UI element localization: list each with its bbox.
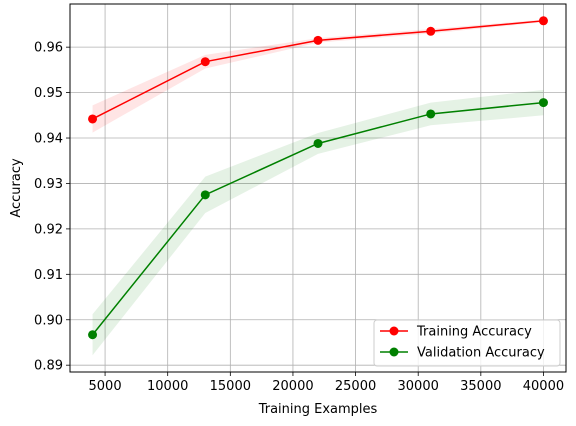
y-tick-label: 0.90 xyxy=(34,313,63,328)
band-layer xyxy=(92,19,544,356)
legend-marker-0 xyxy=(389,326,399,336)
legend-items: Training Accuracy Validation Accuracy xyxy=(380,325,545,361)
tick-layer: 5000 10000 15000 20000 25000 30000 35000 40000 0… xyxy=(34,41,564,394)
legend-marker-1 xyxy=(389,347,399,357)
legend-box xyxy=(373,319,561,367)
legend-label-1: Validation Accuracy xyxy=(417,346,545,361)
y-tick-label: 0.95 xyxy=(34,86,63,101)
y-tick-label: 0.93 xyxy=(34,177,63,192)
series-1-point xyxy=(426,109,436,119)
x-tick-label: 35000 xyxy=(460,379,501,394)
plot-frame xyxy=(69,3,567,373)
line-layer xyxy=(91,20,544,336)
point-layer xyxy=(88,16,548,340)
y-tick-label: 0.91 xyxy=(34,268,63,283)
y-tick-label: 0.89 xyxy=(34,359,63,374)
x-tick-label: 20000 xyxy=(272,379,313,394)
y-tick-label: 0.92 xyxy=(34,222,63,237)
x-tick-label: 30000 xyxy=(398,379,439,394)
series-0-point xyxy=(313,35,323,45)
x-tick-label: 10000 xyxy=(147,379,188,394)
x-tick-label: 15000 xyxy=(210,379,251,394)
series-0-point xyxy=(88,114,98,124)
legend-label-0: Training Accuracy xyxy=(416,325,532,340)
x-tick-label: 40000 xyxy=(523,379,564,394)
series-1-band xyxy=(92,89,544,356)
y-tick-label: 0.96 xyxy=(34,41,63,56)
x-axis-label: Training Examples xyxy=(258,402,378,417)
y-tick-label: 0.94 xyxy=(34,132,63,147)
series-0-point xyxy=(538,16,548,26)
series-1-point xyxy=(200,190,210,200)
series-1-point xyxy=(538,98,548,108)
grid-layer xyxy=(70,4,566,372)
series-1-point xyxy=(88,330,98,340)
series-0-point xyxy=(426,26,436,36)
x-tick-label: 25000 xyxy=(335,379,376,394)
series-0-point xyxy=(200,57,210,67)
legend: Training Accuracy Validation Accuracy xyxy=(373,319,561,367)
series-1-point xyxy=(313,138,323,148)
y-axis-label: Accuracy xyxy=(9,158,24,218)
x-tick-label: 5000 xyxy=(89,379,122,394)
